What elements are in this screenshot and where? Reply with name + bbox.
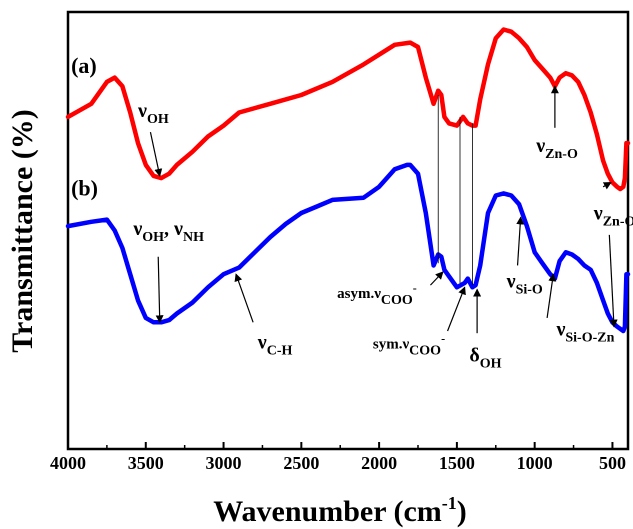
series-line-b [65, 162, 631, 334]
annotation-arrow [430, 271, 444, 286]
annotation-arrow [446, 286, 466, 332]
x-axis-tick-labels: 4000 3500 3000 2500 2000 1500 1000 500 [50, 453, 626, 473]
series-label: (a) [71, 53, 97, 78]
band-annotation: νOH, νNH [132, 218, 204, 245]
x-axis-title-close: ) [457, 495, 467, 528]
band-annotation: νOH [137, 100, 169, 127]
x-tick-label: 2000 [361, 453, 397, 473]
band-annotation: asym.νCOO- [337, 281, 417, 308]
annotation-arrow [516, 216, 525, 266]
band-annotation: νSi-O-Zn [555, 318, 614, 345]
series-line-a [65, 27, 631, 192]
band-annotation: νZn-O [593, 203, 633, 230]
x-tick-label: 1500 [439, 453, 475, 473]
annotation-arrow [608, 234, 618, 328]
annotation-arrow [155, 256, 164, 324]
annotation-arrow [234, 273, 254, 323]
band-annotation: sym.νCOO- [373, 331, 445, 358]
annotation-layer: (a) (b) νOH νOH, νNH νC-H asym.νCOO-sym.νCOO-… [71, 53, 633, 371]
x-axis-title-main: Wavenumber (cm [213, 495, 442, 528]
annotation-arrow [546, 273, 557, 318]
x-tick-label: 4000 [50, 453, 86, 473]
x-axis-ticks [67, 442, 614, 449]
series-label: (b) [71, 176, 98, 201]
y-axis-title: Transmittance (%) [6, 109, 39, 353]
annotation-arrow [149, 132, 163, 177]
x-axis-title-exponent: -1 [442, 493, 457, 513]
series-layer [65, 27, 631, 334]
x-axis-title: Wavenumber (cm-1) [213, 493, 467, 528]
annotation-arrow [602, 181, 612, 190]
x-tick-label: 2500 [283, 453, 319, 473]
x-tick-label: 500 [599, 453, 626, 473]
x-tick-label: 1000 [517, 453, 553, 473]
x-tick-label: 3000 [206, 453, 242, 473]
x-tick-label: 3500 [128, 453, 164, 473]
band-annotation: νC-H [257, 331, 293, 358]
band-annotation: δOH [469, 345, 501, 372]
band-annotation: νZn-O [535, 135, 578, 162]
band-annotation: νSi-O [506, 270, 543, 297]
plot-frame [66, 10, 630, 451]
